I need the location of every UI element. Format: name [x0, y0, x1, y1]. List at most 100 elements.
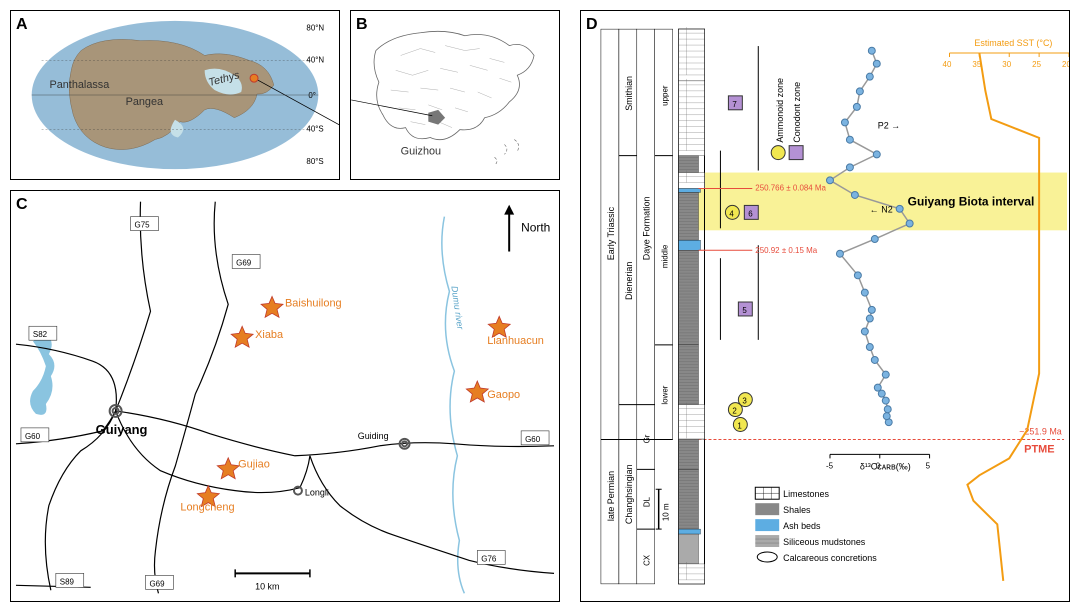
panel-label-c: C: [16, 196, 28, 214]
road-g60-label1: G60: [25, 432, 41, 441]
ptme-label: PTME: [1024, 443, 1054, 455]
north-arrowhead: [504, 205, 514, 215]
lat-80n: 80°N: [306, 24, 324, 33]
carbon-curve: [826, 47, 913, 425]
dumu-river: [442, 217, 464, 594]
period-permian: late Permian: [606, 471, 616, 521]
carbon-ticks: -505: [826, 454, 931, 470]
site-xiaba: Xiaba: [255, 329, 284, 341]
biota-label: Guiyang Biota interval: [908, 194, 1035, 208]
panel-label-a: A: [16, 16, 28, 34]
panel-label-b: B: [356, 16, 368, 34]
road-g75-label: G75: [135, 221, 151, 230]
zone-markers: 1 2 3 4 5 6 7: [720, 46, 758, 431]
sst-curve: [967, 53, 1039, 581]
stage-smith: Smithian: [624, 76, 634, 111]
scale-10m: 10 m: [662, 503, 671, 521]
panel-c-locality: C Dumu river G75 G69 S82 G60 G60 G76 S89: [10, 190, 560, 602]
svg-text:25: 25: [1032, 60, 1041, 69]
guizhou-label: Guizhou: [401, 145, 441, 157]
fm-daye: Daye Formation: [642, 196, 652, 260]
svg-text:4: 4: [729, 209, 734, 218]
guiyang-label: Guiyang: [96, 422, 148, 437]
carbon-axis-label: δ¹³Cᴄᴀʀʙ(‰): [860, 461, 911, 471]
svg-text:Limestones: Limestones: [783, 489, 829, 499]
road-g75: [45, 202, 150, 591]
panel-a-svg: Panthalassa Pangea Tethys 80°N 40°N 0° 4…: [11, 11, 339, 179]
fm-dl: DL: [643, 496, 652, 507]
strat-columns: late Permian Early Triassic Changhsingia…: [601, 29, 673, 584]
lat-80s: 80°S: [306, 157, 323, 166]
sst-ticks: 4035302520: [943, 53, 1069, 69]
north-label: North: [521, 221, 550, 235]
legend-ammonoid-icon: [771, 146, 785, 160]
panel-b-svg: Guizhou: [351, 11, 559, 179]
svg-text:Shales: Shales: [783, 505, 811, 515]
connector-b: [351, 100, 432, 116]
svg-text:7: 7: [732, 100, 737, 109]
panthalassa-label: Panthalassa: [49, 79, 110, 91]
road-s82-label: S82: [33, 330, 48, 339]
svg-text:40: 40: [943, 60, 952, 69]
lithology-column: [679, 27, 705, 584]
sst-label: Estimated SST (°C): [974, 38, 1052, 48]
svg-text:6: 6: [748, 209, 753, 218]
svg-text:1: 1: [737, 421, 742, 430]
period-triassic: Early Triassic: [606, 206, 616, 260]
lat-0: 0°: [308, 91, 316, 100]
svg-text:Ash beds: Ash beds: [783, 521, 821, 531]
guiding-label: Guiding: [358, 431, 389, 441]
islands: [495, 139, 519, 165]
ammonoid-zone-label: Ammonoid zone: [775, 78, 785, 143]
legend-conodont-icon: [789, 146, 803, 160]
stage-chang: Changhsingian: [624, 464, 634, 524]
age-1: 250.766 ± 0.084 Ma: [755, 183, 826, 192]
anno-p2: P2 →: [878, 121, 900, 131]
litho-legend: Limestones Shales Ash beds Siliceous mud…: [755, 487, 877, 563]
road-g69-label2: G69: [149, 579, 165, 588]
road-g76-label: G76: [481, 554, 497, 563]
road-s89-label: S89: [60, 577, 75, 586]
panel-a-paleogeography: A Panthalassa Pangea Tethys 80°N 40°N 0°…: [10, 10, 340, 180]
stage-diener: Dienerian: [624, 262, 634, 300]
svg-text:2: 2: [732, 407, 737, 416]
sub-upper: upper: [661, 85, 670, 106]
svg-text:5: 5: [926, 461, 931, 470]
panel-d-svg: Guiyang Biota interval ~251.9 Ma PTME: [581, 11, 1069, 601]
fm-cx: CX: [643, 554, 652, 566]
site-longcheng: Longcheng: [180, 502, 234, 514]
road-g76: [310, 456, 554, 574]
age-2: 250.92 ± 0.15 Ma: [755, 246, 817, 255]
svg-text:30: 30: [1002, 60, 1011, 69]
site-gaopo: Gaopo: [487, 389, 520, 401]
site-baishuilong: Baishuilong: [285, 297, 342, 309]
panel-b-china: B Guizhou: [350, 10, 560, 180]
site-lianhuacun: Lianhuacun: [487, 335, 544, 347]
svg-text:-5: -5: [826, 461, 834, 470]
site-dot: [250, 74, 258, 82]
panel-label-d: D: [586, 16, 598, 34]
panel-d-stratigraphy: D Guiyang Biota interval ~251.9 Ma PTME: [580, 10, 1070, 602]
svg-text:Siliceous mudstones: Siliceous mudstones: [783, 537, 866, 547]
china-outline: [374, 31, 534, 139]
longli-label: Longli: [305, 488, 329, 498]
site-gujiao: Gujiao: [238, 459, 270, 471]
lat-40s: 40°S: [306, 125, 323, 134]
conodont-zone-label: Conodont zone: [792, 82, 802, 143]
anno-n2: ← N2: [870, 204, 893, 214]
panel-c-svg: Dumu river G75 G69 S82 G60 G60 G76 S89 G…: [11, 191, 559, 601]
guizhou-shape: [428, 110, 445, 125]
site-stars: Baishuilong Xiaba Lianhuacun Gaopo Gujia…: [180, 296, 544, 513]
river-label: Dumu river: [449, 285, 465, 331]
sub-middle: middle: [661, 244, 670, 268]
pangea-label: Pangea: [126, 96, 164, 108]
svg-text:20: 20: [1062, 60, 1069, 69]
svg-text:3: 3: [742, 397, 747, 406]
scale-label: 10 km: [255, 581, 279, 591]
sub-lower: lower: [661, 385, 670, 404]
road-g69: [154, 202, 228, 594]
lat-40n: 40°N: [306, 55, 324, 64]
road-g69-label: G69: [236, 258, 252, 267]
road-label-group: G75 G69 S82 G60 G60 G76 S89 G69: [21, 217, 549, 590]
svg-text:5: 5: [742, 306, 747, 315]
